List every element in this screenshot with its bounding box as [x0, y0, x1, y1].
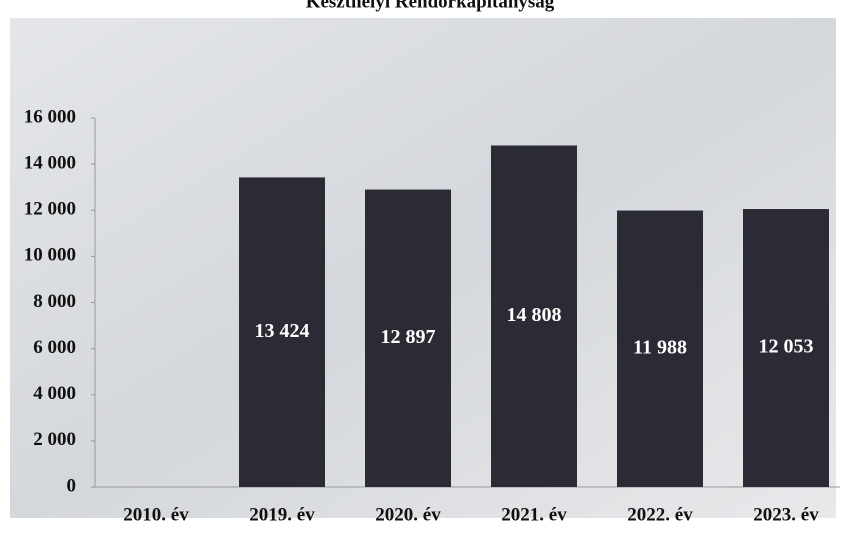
x-tick-label: 2021. év: [501, 504, 567, 525]
y-tick-label: 6 000: [33, 337, 76, 358]
bar: [491, 145, 577, 488]
y-tick-label: 12 000: [24, 199, 76, 220]
bar: [365, 189, 451, 488]
y-tick-label: 14 000: [24, 152, 76, 173]
x-tick-label: 2022. év: [627, 504, 693, 525]
data-label: 13 424: [255, 320, 310, 342]
data-label: 11 988: [633, 336, 687, 358]
bar: [239, 177, 325, 487]
x-tick-label: 2019. év: [249, 504, 315, 525]
y-tick-label: 10 000: [24, 245, 76, 266]
y-tick-label: 8 000: [33, 291, 76, 312]
data-label: 12 053: [759, 336, 814, 358]
y-tick-label: 0: [67, 475, 77, 496]
y-tick-label: 4 000: [33, 383, 76, 404]
x-tick-label: 2010. év: [123, 504, 189, 525]
x-tick-label: 2020. év: [375, 504, 441, 525]
x-tick-label: 2023. év: [753, 504, 819, 525]
bar: [743, 209, 829, 487]
chart-title: Keszthelyi Rendőrkapitányság: [306, 0, 555, 12]
bar: [617, 210, 703, 488]
y-tick-label: 2 000: [33, 429, 76, 450]
data-label: 12 897: [381, 326, 436, 348]
y-tick-label: 16 000: [24, 106, 76, 127]
data-label: 14 808: [507, 304, 562, 326]
